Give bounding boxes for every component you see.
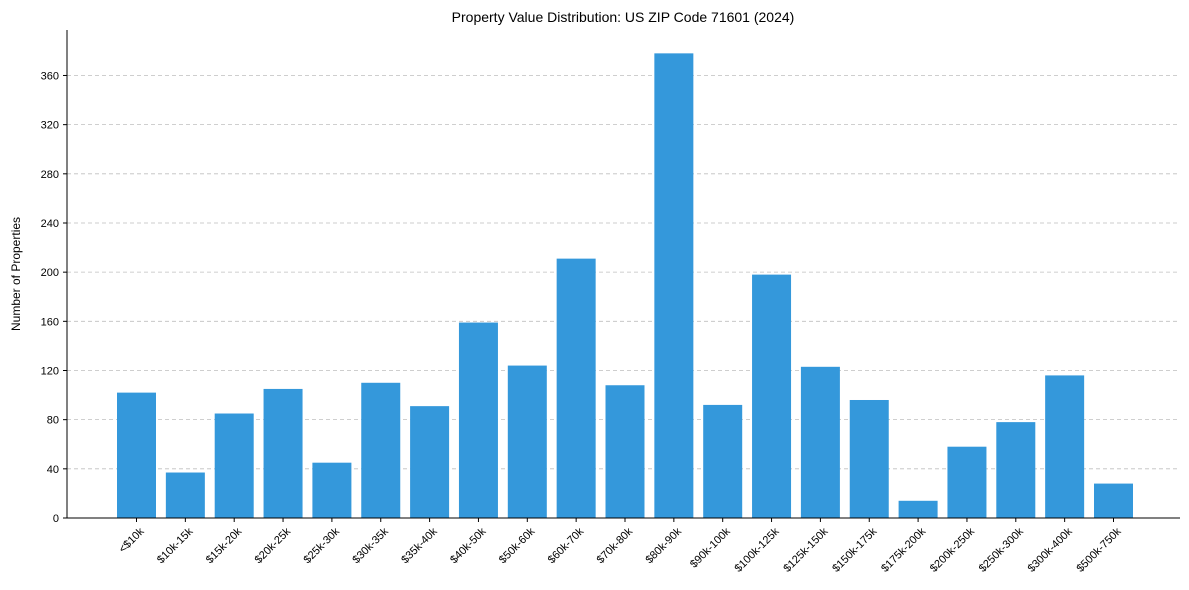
bar: [800, 366, 840, 518]
x-tick-label: $200k-250k: [928, 525, 977, 574]
x-tick-label: $90k-100k: [688, 525, 733, 570]
bar: [654, 53, 694, 518]
x-tick-label: $25k-30k: [302, 525, 343, 566]
bar: [849, 399, 889, 518]
bar: [312, 462, 352, 518]
x-tick-label: $40k-50k: [448, 525, 489, 566]
y-tick-label: 200: [41, 267, 59, 279]
bar: [947, 446, 987, 518]
bar: [605, 385, 645, 518]
bar: [117, 392, 156, 518]
bar: [507, 365, 547, 518]
x-tick-label: $500k-750k: [1074, 525, 1123, 574]
bar: [898, 500, 938, 518]
y-tick-label: 40: [47, 464, 59, 476]
y-tick-label: 320: [41, 120, 59, 132]
y-axis-label: Number of Properties: [9, 217, 23, 331]
x-tick-label: $35k-40k: [399, 525, 440, 566]
y-tick-label: 0: [53, 513, 59, 525]
chart-title: Property Value Distribution: US ZIP Code…: [452, 9, 795, 25]
bar: [1094, 483, 1133, 518]
axes: [66, 30, 1180, 519]
y-tick-label: 80: [47, 415, 59, 427]
x-tick-label: $125k-150k: [781, 525, 830, 574]
x-tick-label: $50k-60k: [497, 525, 538, 566]
x-tick-label: $15k-20k: [204, 525, 245, 566]
x-tick-label: $80k-90k: [643, 525, 684, 566]
bar: [214, 413, 254, 518]
bar: [410, 406, 450, 518]
x-tick-label: $150k-175k: [830, 525, 879, 574]
x-tick-label: $10k-15k: [155, 525, 196, 566]
x-tick-label: $60k-70k: [546, 525, 587, 566]
bar: [263, 388, 303, 518]
x-tick-label: $300k-400k: [1026, 525, 1075, 574]
bar: [361, 382, 401, 518]
x-tick-label: $175k-200k: [879, 525, 928, 574]
y-tick-label: 240: [41, 218, 59, 230]
x-tick-label: $70k-80k: [595, 525, 636, 566]
y-tick-label: 360: [41, 70, 59, 82]
y-tick-label: 280: [41, 169, 59, 181]
x-tick-label: $250k-300k: [977, 525, 1026, 574]
x-ticks: <$10k $10k-15k $15k-20k $20k-25k $25k-30k $30…: [117, 518, 1124, 575]
x-tick-label: $30k-35k: [350, 525, 391, 566]
bar: [458, 322, 498, 518]
x-tick-label: $20k-25k: [253, 525, 294, 566]
x-tick-label: $100k-125k: [733, 525, 782, 574]
y-ticks: 0 40 80 120 160 200 240 280 320 360: [41, 70, 67, 525]
bar: [996, 422, 1036, 518]
y-tick-label: 120: [41, 365, 59, 377]
y-tick-label: 160: [41, 316, 59, 328]
bar: [165, 472, 205, 518]
bar: [1045, 375, 1085, 518]
bar: [703, 404, 743, 518]
x-tick-label: <$10k: [117, 525, 147, 555]
bars: [117, 53, 1133, 518]
bar: [556, 258, 596, 518]
bar: [752, 274, 792, 518]
